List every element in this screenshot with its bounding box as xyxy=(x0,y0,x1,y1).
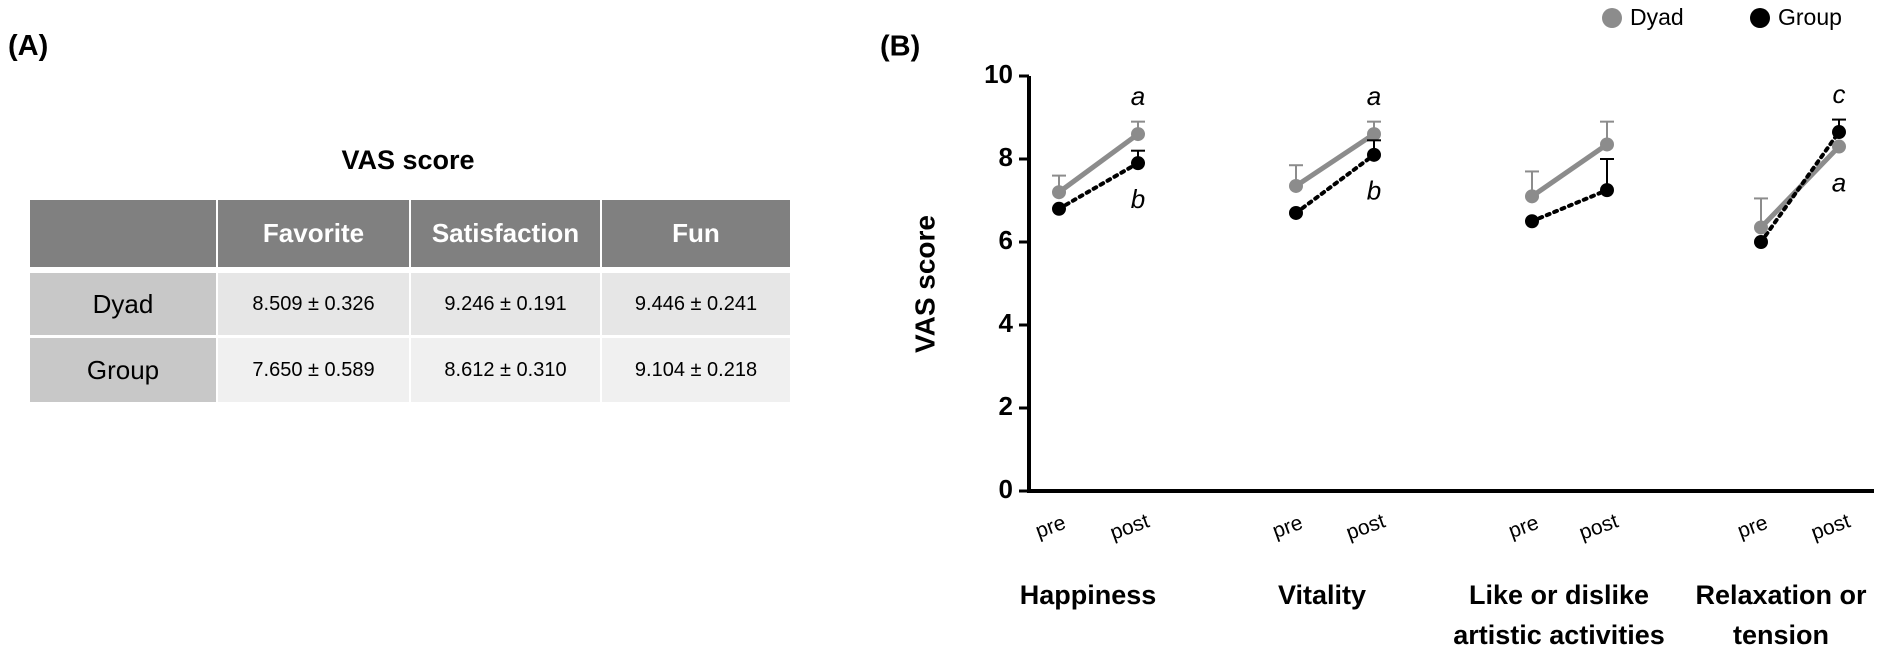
annotation: b xyxy=(1131,184,1145,214)
x-tick-label: pre xyxy=(1269,511,1305,543)
table-cell: 9.446 ± 0.241 xyxy=(602,273,790,335)
series-line xyxy=(1057,132,1140,195)
y-tick-label: 10 xyxy=(984,59,1013,89)
x-tick-label: post xyxy=(1808,509,1853,544)
table-cell: 8.612 ± 0.310 xyxy=(411,338,600,402)
data-point xyxy=(1754,220,1768,235)
group-label: Happiness xyxy=(1020,580,1157,610)
data-point xyxy=(1289,178,1303,193)
row-header: Group xyxy=(30,338,216,402)
data-point xyxy=(1754,235,1768,249)
x-tick-label: pre xyxy=(1032,511,1068,543)
table-title: VAS score xyxy=(341,145,475,175)
x-tick-label: pre xyxy=(1505,511,1541,543)
data-point xyxy=(1052,185,1066,200)
legend-marker xyxy=(1602,8,1622,28)
y-axis-label: VAS score xyxy=(909,215,940,353)
series-line xyxy=(1057,161,1140,211)
annotation: c xyxy=(1833,79,1846,109)
table-cell: 9.104 ± 0.218 xyxy=(602,338,790,402)
header-cell: Satisfaction xyxy=(411,200,600,267)
header-cell: Favorite xyxy=(218,200,409,267)
annotation: a xyxy=(1367,81,1381,111)
data-point xyxy=(1600,137,1614,152)
y-tick-label: 8 xyxy=(999,142,1013,172)
x-tick-label: post xyxy=(1343,509,1388,544)
series-line xyxy=(1530,188,1609,224)
data-point xyxy=(1367,127,1381,142)
group-label: artistic activities xyxy=(1453,620,1665,650)
group-label: Vitality xyxy=(1278,580,1366,610)
x-tick-label: post xyxy=(1107,509,1152,544)
table-cell: 9.246 ± 0.191 xyxy=(411,273,600,335)
annotation: a xyxy=(1131,81,1145,111)
x-tick-label: pre xyxy=(1734,511,1770,543)
series-line xyxy=(1530,142,1609,199)
series-line xyxy=(1759,130,1841,244)
group-label: tension xyxy=(1733,620,1829,650)
annotation: b xyxy=(1367,176,1381,206)
y-tick-label: 2 xyxy=(999,391,1013,421)
legend-label: Group xyxy=(1778,4,1842,30)
data-point xyxy=(1131,127,1145,142)
data-point xyxy=(1525,214,1539,229)
data-point xyxy=(1525,189,1539,204)
data-point xyxy=(1600,183,1614,198)
data-point xyxy=(1367,147,1381,162)
data-point xyxy=(1832,125,1846,140)
table-cell: 8.509 ± 0.326 xyxy=(218,273,409,335)
table-cell: 7.650 ± 0.589 xyxy=(218,338,409,402)
series-line xyxy=(1294,152,1376,215)
group-label: Like or dislike xyxy=(1469,580,1649,610)
y-tick-label: 0 xyxy=(999,474,1013,504)
header-cell xyxy=(30,200,216,267)
y-tick-label: 6 xyxy=(999,225,1013,255)
legend-marker xyxy=(1750,8,1770,28)
data-point xyxy=(1832,139,1846,154)
y-tick-label: 4 xyxy=(999,308,1014,338)
series-line xyxy=(1294,132,1376,189)
header-cell: Fun xyxy=(602,200,790,267)
panel-label: (B) xyxy=(880,31,920,63)
annotation: a xyxy=(1832,167,1846,197)
data-point xyxy=(1131,156,1145,171)
panel-label: (A) xyxy=(8,30,49,62)
row-header: Dyad xyxy=(30,273,216,335)
group-label: Relaxation or xyxy=(1695,580,1867,610)
legend-label: Dyad xyxy=(1630,4,1684,30)
data-point xyxy=(1289,205,1303,220)
data-point xyxy=(1052,201,1066,216)
x-tick-label: post xyxy=(1576,509,1621,544)
